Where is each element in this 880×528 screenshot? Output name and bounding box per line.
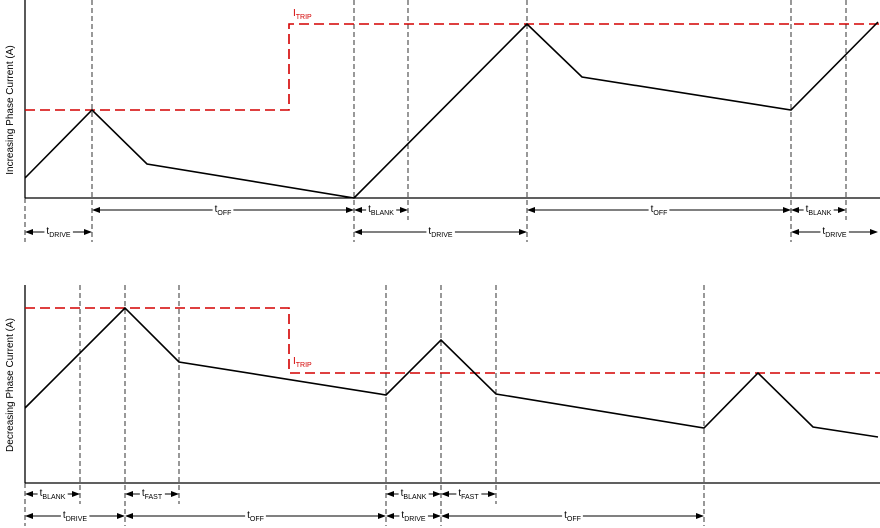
label-bg — [820, 226, 849, 239]
label-main: t — [564, 510, 567, 521]
y-axis-label: Increasing Phase Current (A) — [5, 45, 16, 175]
label-sub: BLANK — [42, 494, 65, 501]
label-sub: BLANK — [808, 210, 831, 217]
current-waveform — [24, 21, 879, 199]
label-sub: DRIVE — [431, 232, 453, 239]
label-sub: DRIVE — [404, 516, 426, 523]
interval-label: tDRIVE — [63, 510, 88, 523]
label-main: t — [401, 510, 404, 521]
label-bg — [426, 226, 455, 239]
interval-label: tOFF — [564, 510, 581, 523]
label-sub: BLANK — [371, 210, 394, 217]
label-main: t — [46, 226, 49, 237]
interval-arrow: tBLANK — [386, 488, 441, 501]
label-bg — [562, 510, 583, 523]
label-bg — [399, 510, 428, 523]
interval-label: tBLANK — [40, 488, 66, 501]
label-main: t — [142, 488, 145, 499]
label-bg — [456, 488, 482, 501]
bottom-verticals — [24, 285, 705, 526]
interval-arrow: tDRIVE — [354, 226, 527, 239]
label-sub: DRIVE — [825, 232, 847, 239]
current-waveform — [24, 306, 879, 438]
interval-label: tBLANK — [368, 204, 394, 217]
label-main: t — [651, 204, 654, 215]
trip-label: ITRIP — [293, 356, 312, 369]
label-sub: DRIVE — [49, 232, 71, 239]
interval-arrow: tFAST — [441, 488, 496, 501]
label-sub: FAST — [145, 494, 163, 501]
interval-arrow: tBLANK — [354, 204, 408, 217]
interval-label: tOFF — [651, 204, 668, 217]
interval-arrow: tFAST — [125, 488, 179, 501]
label-bg — [366, 204, 397, 217]
label-sub: OFF — [250, 516, 264, 523]
label-bg — [60, 510, 90, 523]
label-sub: OFF — [217, 210, 231, 217]
interval-label: tDRIVE — [428, 226, 453, 239]
label-bg — [398, 488, 429, 501]
interval-arrow: tOFF — [527, 204, 791, 217]
interval-label: tDRIVE — [46, 226, 71, 239]
interval-label: tBLANK — [806, 204, 832, 217]
label-bg — [648, 204, 670, 217]
label-main: t — [368, 204, 371, 215]
interval-arrow: tDRIVE — [791, 226, 878, 239]
interval-arrow: tOFF — [441, 510, 704, 523]
label-main: t — [806, 204, 809, 215]
interval-arrow: tDRIVE — [386, 510, 441, 523]
label-bg — [245, 510, 266, 523]
interval-arrow: tBLANK — [791, 204, 846, 217]
y-axis-label: Decreasing Phase Current (A) — [5, 318, 16, 452]
label-main: t — [822, 226, 825, 237]
label-sub: BLANK — [403, 494, 426, 501]
interval-label: tFAST — [458, 488, 479, 501]
interval-label: tBLANK — [401, 488, 427, 501]
top-verticals — [24, 0, 847, 242]
label-main: t — [40, 488, 43, 499]
label-main: t — [215, 204, 218, 215]
interval-label: tDRIVE — [401, 510, 426, 523]
label-bg — [139, 488, 165, 501]
interval-arrow: tBLANK — [25, 488, 80, 501]
interval-arrow: tDRIVE — [25, 510, 125, 523]
label-main: t — [247, 510, 250, 521]
label-main: t — [428, 226, 431, 237]
label-main: t — [63, 510, 66, 521]
interval-label: tOFF — [215, 204, 232, 217]
label-bg — [37, 488, 68, 501]
trip-level — [25, 23, 880, 111]
label-sub: DRIVE — [66, 516, 88, 523]
label-bg — [44, 226, 73, 239]
label-bg — [212, 204, 234, 217]
label-sub: FAST — [461, 494, 479, 501]
trip-level — [25, 307, 880, 374]
label-main: t — [401, 488, 404, 499]
interval-label: tFAST — [142, 488, 163, 501]
interval-arrow: tOFF — [92, 204, 354, 217]
interval-arrow: tDRIVE — [25, 226, 92, 239]
interval-label: tOFF — [247, 510, 264, 523]
interval-label: tDRIVE — [822, 226, 847, 239]
trip-label: ITRIP — [293, 8, 312, 21]
label-bg — [803, 204, 834, 217]
label-sub: OFF — [653, 210, 667, 217]
interval-arrow: tOFF — [125, 510, 386, 523]
label-sub: OFF — [567, 516, 581, 523]
label-main: t — [458, 488, 461, 499]
